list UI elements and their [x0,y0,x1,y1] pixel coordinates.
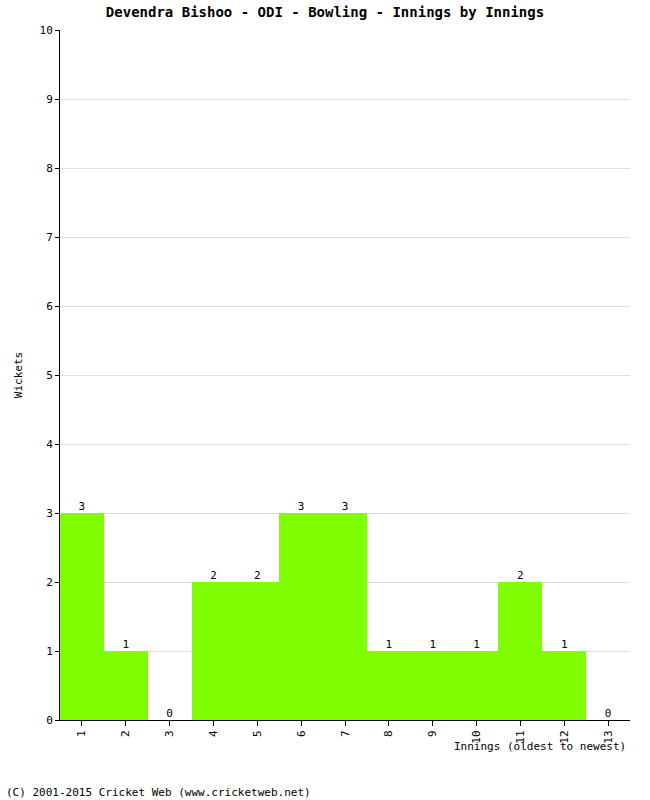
svg-text:3: 3 [163,730,176,737]
svg-text:8: 8 [382,730,395,737]
svg-text:1: 1 [473,638,480,651]
svg-text:5: 5 [251,730,264,737]
svg-text:Innings (oldest to newest): Innings (oldest to newest) [454,740,626,753]
svg-text:1: 1 [46,645,53,658]
svg-text:0: 0 [46,714,53,727]
svg-text:2: 2 [210,569,217,582]
svg-text:2: 2 [517,569,524,582]
svg-text:4: 4 [207,730,220,737]
svg-text:0: 0 [605,707,612,720]
svg-text:8: 8 [46,162,53,175]
svg-text:1: 1 [122,638,129,651]
svg-text:7: 7 [339,730,352,737]
svg-text:1: 1 [386,638,393,651]
svg-text:5: 5 [46,369,53,382]
svg-text:4: 4 [46,438,53,451]
svg-text:6: 6 [295,730,308,737]
svg-text:1: 1 [561,638,568,651]
svg-text:2: 2 [254,569,261,582]
svg-text:2: 2 [119,730,132,737]
svg-text:3: 3 [79,500,86,513]
svg-text:10: 10 [470,730,483,743]
svg-text:11: 11 [514,730,527,743]
svg-text:10: 10 [40,24,53,37]
svg-text:(C) 2001-2015 Cricket Web (www: (C) 2001-2015 Cricket Web (www.cricketwe… [6,786,311,799]
svg-text:9: 9 [426,730,439,737]
svg-text:1: 1 [429,638,436,651]
svg-text:1: 1 [75,730,88,737]
svg-text:Devendra Bishoo - ODI - Bowlin: Devendra Bishoo - ODI - Bowling - Inning… [106,4,544,20]
svg-text:6: 6 [46,300,53,313]
svg-text:0: 0 [166,707,173,720]
svg-text:3: 3 [46,507,53,520]
svg-text:2: 2 [46,576,53,589]
svg-text:7: 7 [46,231,53,244]
svg-text:9: 9 [46,93,53,106]
svg-text:Wickets: Wickets [12,352,25,398]
svg-text:13: 13 [602,730,615,743]
svg-text:12: 12 [558,730,571,743]
svg-text:3: 3 [298,500,305,513]
svg-text:3: 3 [342,500,349,513]
